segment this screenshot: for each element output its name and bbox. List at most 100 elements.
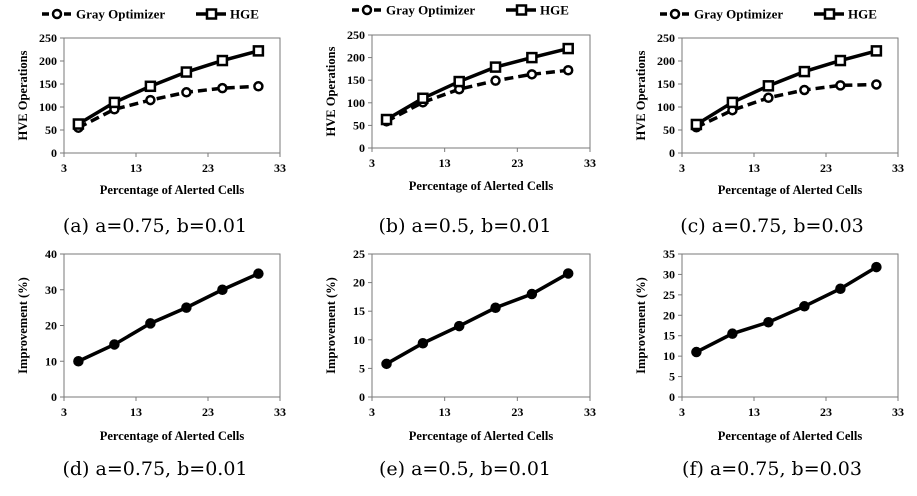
data-point-marker <box>217 82 228 94</box>
y-tick-label: 0 <box>669 390 675 404</box>
y-tick-label: 150 <box>347 73 365 87</box>
data-point-marker <box>690 118 703 131</box>
y-tick-label: 30 <box>45 283 57 297</box>
x-tick-label: 3 <box>679 405 685 419</box>
plot-frame <box>371 34 591 149</box>
data-point-marker <box>562 65 574 76</box>
x-axis-label: Percentage of Alerted Cells <box>718 183 863 197</box>
legend: Gray Optimizer HGE <box>42 7 259 22</box>
legend-entry-label: HGE <box>230 7 259 22</box>
data-point-marker <box>253 81 264 92</box>
y-tick-label: 250 <box>657 31 675 45</box>
data-point-marker <box>489 61 502 73</box>
data-point-marker <box>108 96 121 109</box>
series-line-1 <box>695 265 878 354</box>
data-point-marker <box>109 339 120 350</box>
y-tick-label: 100 <box>39 100 57 114</box>
data-point-marker <box>835 283 846 294</box>
x-tick-label: 23 <box>511 405 523 419</box>
x-tick-label: 33 <box>274 161 286 175</box>
data-point-marker <box>691 346 702 358</box>
data-point-marker <box>453 75 465 88</box>
plot-frame <box>681 253 899 398</box>
series-line-2 <box>695 49 877 126</box>
x-tick-label: 33 <box>892 405 904 419</box>
x-tick-label: 13 <box>439 405 451 419</box>
y-tick-label: 0 <box>669 146 675 160</box>
data-point-marker <box>144 80 157 93</box>
legend-entry-label: HGE <box>848 7 877 22</box>
y-tick-label: 200 <box>657 54 675 68</box>
subfigure-caption: (c) a=0.75, b=0.03 <box>680 215 864 237</box>
legend-entry-label: HGE <box>540 3 569 18</box>
data-point-marker <box>216 54 229 67</box>
legend-swatch-marker <box>823 8 836 20</box>
data-point-marker <box>835 80 846 91</box>
data-point-marker <box>799 301 810 312</box>
chart-panel-1: 0 50 100 150 200 250 3 13 23 33 Percentage of Aler… <box>16 7 286 238</box>
x-tick-label: 23 <box>202 161 214 175</box>
data-point-marker <box>252 45 265 57</box>
chart-panel-5: 0 5 10 15 20 25 3 13 23 33 Percentage of Alerted C… <box>324 247 596 480</box>
x-tick-label: 3 <box>679 161 685 175</box>
y-tick-label: 0 <box>51 390 57 404</box>
data-point-marker <box>217 284 228 295</box>
y-tick-label: 25 <box>353 247 365 261</box>
data-point-marker <box>834 54 847 67</box>
subfigure-caption: (b) a=0.5, b=0.01 <box>379 215 552 237</box>
data-point-marker <box>417 92 429 105</box>
data-point-marker <box>490 75 501 86</box>
series-line-1 <box>77 272 260 363</box>
subfigure-caption: (f) a=0.75, b=0.03 <box>682 458 862 480</box>
y-axis-label: Improvement (%) <box>16 277 30 374</box>
data-point-marker <box>798 65 811 78</box>
chart-panel-3: 0 50 100 150 200 250 3 13 23 33 Percentage of Aler… <box>634 7 904 238</box>
data-point-marker <box>871 261 882 273</box>
legend-swatch-marker <box>669 8 681 20</box>
data-point-marker <box>526 288 538 300</box>
y-tick-label: 20 <box>45 319 57 333</box>
series-line-1 <box>695 82 877 129</box>
y-tick-label: 100 <box>657 100 675 114</box>
data-point-marker <box>253 268 264 279</box>
y-tick-label: 100 <box>347 96 365 110</box>
x-tick-label: 13 <box>748 405 760 419</box>
y-tick-label: 50 <box>45 123 57 137</box>
data-point-marker <box>726 96 739 109</box>
y-tick-label: 150 <box>39 77 57 91</box>
x-axis-label: Percentage of Alerted Cells <box>409 179 554 193</box>
chart-panel-4: 0 10 20 30 40 3 13 23 33 Percentage of Alerted Ce… <box>16 247 286 480</box>
y-axis-label: HVE Operations <box>324 46 338 136</box>
data-point-marker <box>490 302 501 314</box>
y-tick-label: 50 <box>663 123 675 137</box>
data-point-marker <box>181 302 192 313</box>
x-axis-label: Percentage of Alerted Cells <box>409 429 554 443</box>
x-tick-label: 23 <box>820 405 832 419</box>
data-point-marker <box>871 79 882 90</box>
subfigure-caption: (a) a=0.75, b=0.01 <box>63 215 247 237</box>
data-point-marker <box>526 69 538 80</box>
data-point-marker <box>526 51 538 64</box>
x-tick-label: 3 <box>369 405 375 419</box>
y-tick-label: 15 <box>353 304 365 318</box>
x-tick-label: 13 <box>130 161 142 175</box>
legend: Gray Optimizer HGE <box>352 3 569 18</box>
y-axis-label: Improvement (%) <box>634 277 648 374</box>
data-point-marker <box>181 87 192 98</box>
x-tick-label: 3 <box>61 161 67 175</box>
x-tick-label: 13 <box>748 161 760 175</box>
data-point-marker <box>180 66 193 78</box>
legend-swatch-marker <box>51 8 63 20</box>
series-line-1 <box>385 68 569 123</box>
plot-frame <box>63 253 281 398</box>
y-tick-label: 20 <box>353 276 365 290</box>
y-axis-label: HVE Operations <box>634 50 648 140</box>
data-point-marker <box>727 328 738 339</box>
x-tick-label: 3 <box>369 156 375 170</box>
x-tick-label: 23 <box>820 161 832 175</box>
y-tick-label: 40 <box>45 247 57 261</box>
data-point-marker <box>562 268 574 279</box>
legend-entry-label: Gray Optimizer <box>386 3 475 18</box>
x-axis-label: Percentage of Alerted Cells <box>100 429 245 443</box>
